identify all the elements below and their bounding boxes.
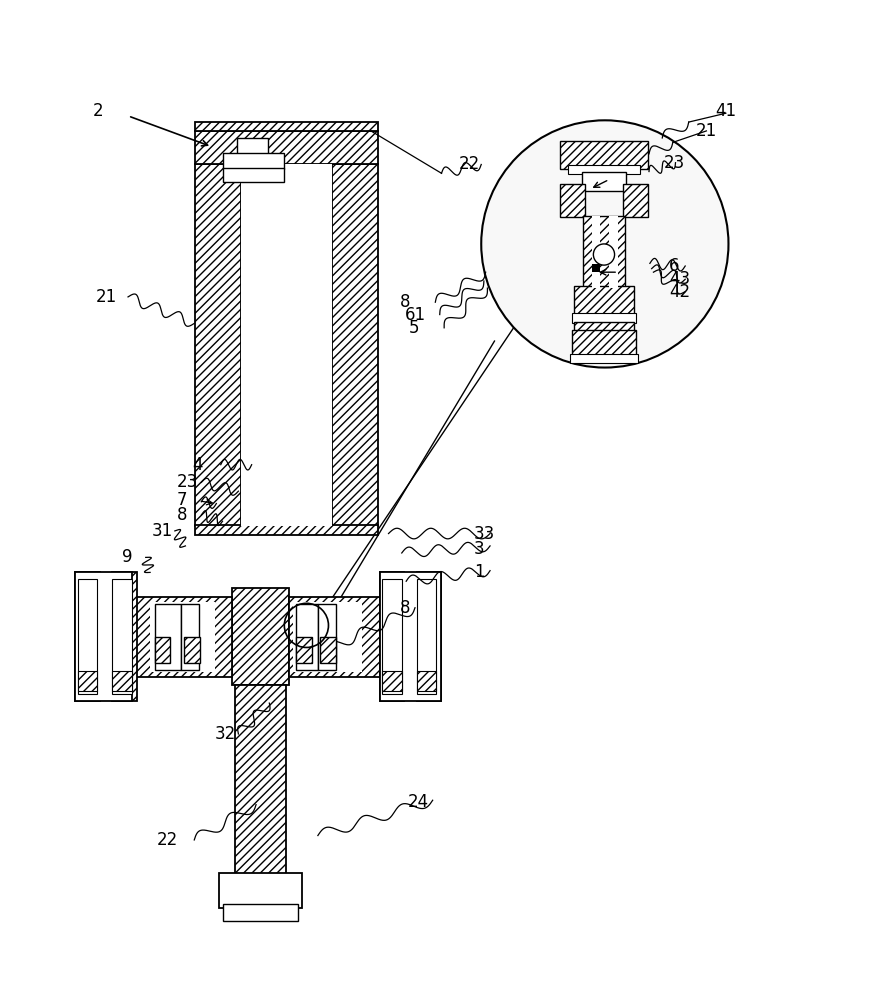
Text: 21: 21 <box>95 288 117 306</box>
Bar <box>155 604 181 670</box>
Bar <box>195 164 241 526</box>
Circle shape <box>481 120 728 368</box>
Text: 41: 41 <box>715 102 736 120</box>
Text: 1: 1 <box>474 563 485 581</box>
Bar <box>184 637 200 663</box>
Bar <box>592 216 600 288</box>
Bar <box>570 354 638 363</box>
Bar <box>155 637 170 663</box>
Bar <box>195 525 378 535</box>
Bar <box>382 579 402 694</box>
Text: 22: 22 <box>157 831 178 849</box>
Text: 24: 24 <box>408 793 429 811</box>
Bar <box>181 604 199 670</box>
Bar <box>572 313 636 323</box>
Bar <box>380 572 404 701</box>
Bar <box>75 572 100 701</box>
Bar <box>132 597 232 677</box>
Text: 2: 2 <box>93 102 103 120</box>
Text: 5: 5 <box>409 319 419 337</box>
Bar <box>574 286 634 316</box>
Bar <box>417 572 442 701</box>
Bar <box>560 184 585 217</box>
Bar <box>417 579 436 694</box>
Bar <box>318 604 336 670</box>
Bar <box>296 604 318 670</box>
Text: 21: 21 <box>696 122 717 140</box>
Bar <box>195 131 378 164</box>
Bar <box>560 141 648 169</box>
Bar <box>235 685 286 875</box>
Bar <box>568 165 640 174</box>
Bar <box>223 153 284 169</box>
Bar <box>583 216 625 288</box>
Bar <box>195 122 378 131</box>
Bar <box>332 164 378 526</box>
Text: 9: 9 <box>122 548 132 566</box>
Bar <box>223 904 298 921</box>
Bar <box>100 572 112 701</box>
Bar <box>609 216 618 288</box>
Text: 4: 4 <box>192 456 203 474</box>
Bar <box>296 637 312 663</box>
Bar <box>78 671 97 691</box>
Bar <box>623 184 648 217</box>
Bar <box>382 671 402 691</box>
Bar <box>241 164 332 526</box>
Text: 22: 22 <box>459 155 480 173</box>
Text: 43: 43 <box>669 270 691 288</box>
Bar <box>218 873 302 908</box>
Bar <box>237 138 268 156</box>
Bar <box>572 330 636 359</box>
Bar <box>289 597 380 677</box>
Bar <box>417 671 436 691</box>
Text: 7: 7 <box>177 491 187 509</box>
Bar <box>150 602 215 672</box>
Text: 6: 6 <box>669 257 680 275</box>
Text: 8: 8 <box>400 293 411 311</box>
Circle shape <box>593 244 615 265</box>
Bar <box>112 671 132 691</box>
Bar <box>112 579 132 694</box>
Text: 32: 32 <box>215 725 236 743</box>
Text: 8: 8 <box>400 599 411 617</box>
Text: 61: 61 <box>404 306 426 324</box>
Bar <box>592 264 600 272</box>
Bar <box>78 579 97 694</box>
Bar <box>293 602 362 672</box>
Text: 23: 23 <box>177 473 198 491</box>
Text: 33: 33 <box>474 525 495 543</box>
Bar <box>582 172 626 191</box>
Bar <box>320 637 336 663</box>
Text: 23: 23 <box>664 154 685 172</box>
Text: 8: 8 <box>177 506 187 524</box>
Bar <box>232 588 289 685</box>
Bar <box>75 572 132 701</box>
Bar <box>223 168 284 182</box>
Text: 42: 42 <box>669 283 691 301</box>
Bar <box>574 322 634 332</box>
Text: 31: 31 <box>152 522 173 540</box>
Bar <box>112 572 137 701</box>
Text: 3: 3 <box>474 540 485 558</box>
Bar <box>404 572 417 701</box>
Bar <box>380 572 442 701</box>
